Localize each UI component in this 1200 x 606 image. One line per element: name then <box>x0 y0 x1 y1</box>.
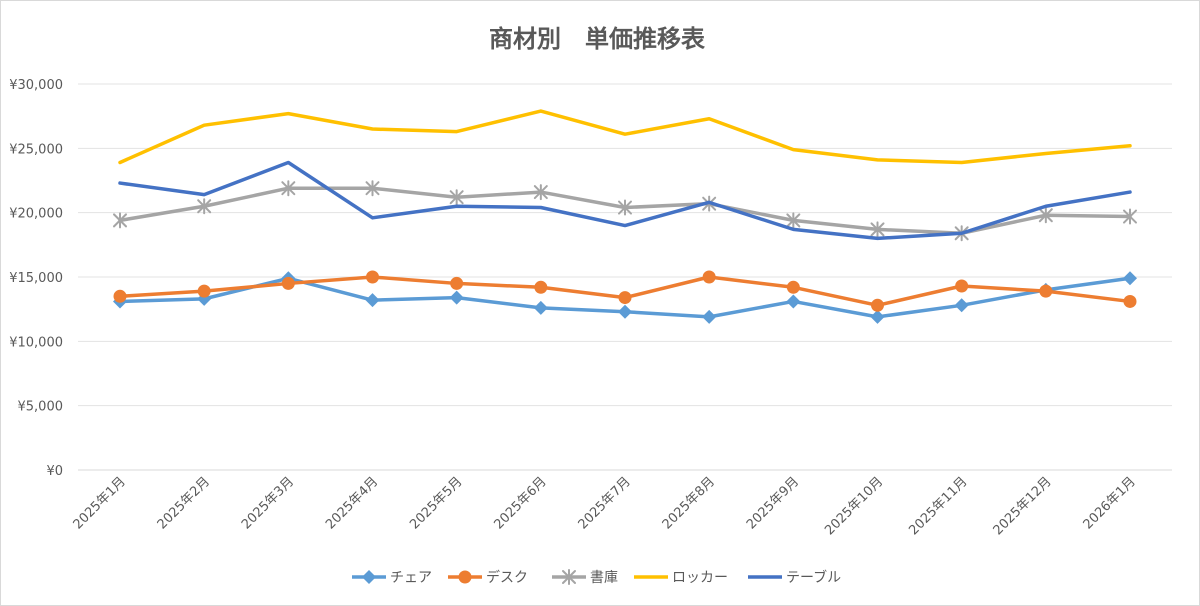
x-tick-label: 2026年1月 <box>1081 474 1139 532</box>
series-2-point <box>113 212 127 229</box>
y-tick-label: ¥20,000 <box>9 207 63 222</box>
series-1-point <box>1123 294 1137 308</box>
x-tick-label: 2025年9月 <box>744 474 802 532</box>
series-0-point <box>618 304 632 319</box>
series-2-group <box>113 180 1137 242</box>
series-1-point <box>281 276 295 290</box>
legend-label: ロッカー <box>672 570 728 586</box>
series-1-group <box>113 270 1137 312</box>
series-1-point <box>534 280 548 294</box>
legend-label: 書庫 <box>590 569 618 586</box>
gridlines <box>78 83 1172 471</box>
series-2-point <box>618 199 632 216</box>
series-1-point <box>366 270 379 284</box>
series-1-point <box>113 289 127 303</box>
chart-title: 商材別 単価推移表 <box>489 25 706 53</box>
series-0-point <box>702 309 717 324</box>
x-tick-label: 2025年6月 <box>491 474 549 532</box>
legend: チェア デスク 書庫 ロッカー テーブル <box>352 569 841 586</box>
x-tick-label: 2025年10月 <box>822 474 886 538</box>
series-2-point <box>197 198 212 215</box>
series-1-point <box>702 270 716 284</box>
series-0-point <box>1123 271 1137 286</box>
y-tick-label: ¥25,000 <box>9 142 63 157</box>
legend-label: デスク <box>486 569 528 586</box>
series-2-point <box>1123 208 1137 225</box>
series-1-point <box>618 291 632 305</box>
series-3-line <box>118 109 1132 165</box>
series-0-point <box>870 309 885 324</box>
legend-label: チェア <box>390 570 432 586</box>
series-2-point <box>1038 207 1053 224</box>
legend-marker <box>562 569 576 585</box>
x-tick-label: 2025年12月 <box>991 474 1055 538</box>
series-0-point <box>954 298 969 313</box>
series-0-point <box>365 293 380 308</box>
legend-item: テーブル <box>748 569 841 586</box>
series-2-point <box>533 184 548 201</box>
x-tick-label: 2025年8月 <box>660 474 718 532</box>
series-1-point <box>955 279 969 293</box>
x-tick-label: 2025年5月 <box>407 474 465 532</box>
legend-label: テーブル <box>786 569 841 586</box>
x-tick-label: 2025年4月 <box>323 474 381 532</box>
legend-item: デスク <box>448 569 528 586</box>
series-2-point <box>449 189 464 206</box>
legend-marker <box>458 570 472 584</box>
x-tick-label: 2025年11月 <box>906 474 970 538</box>
series-1-point <box>450 276 464 290</box>
series-2-point <box>281 180 296 197</box>
series-1-point <box>786 280 800 294</box>
series-0-point <box>786 294 801 309</box>
x-axis-ticks: 2025年1月 2025年2月 2025年3月 2025年4月 2025年5月 2025年… <box>71 474 1139 538</box>
y-tick-label: ¥15,000 <box>9 271 63 286</box>
series-3-group <box>118 109 1132 165</box>
x-tick-label: 2025年3月 <box>239 474 297 532</box>
x-tick-label: 2025年7月 <box>576 474 634 532</box>
legend-item: チェア <box>352 570 432 586</box>
y-tick-label: ¥0 <box>46 464 63 479</box>
series-2-point <box>870 221 885 238</box>
y-tick-label: ¥10,000 <box>9 335 63 350</box>
legend-item: 書庫 <box>552 569 618 586</box>
y-axis-ticks: ¥0 ¥5,000 ¥10,000 ¥15,000 ¥20,000 ¥25,000 ¥30,… <box>9 78 63 479</box>
legend-marker <box>362 570 376 584</box>
y-tick-label: ¥30,000 <box>9 78 63 93</box>
series-1-point <box>197 284 211 298</box>
series-2-point <box>786 212 801 229</box>
series-0-point <box>533 300 548 315</box>
series-4-line <box>118 160 1132 241</box>
series-2-point <box>365 180 380 197</box>
series-0-point <box>449 290 464 305</box>
series-1-point <box>1039 284 1053 298</box>
x-tick-label: 2025年2月 <box>155 474 213 532</box>
legend-item: ロッカー <box>634 570 728 586</box>
y-tick-label: ¥5,000 <box>18 400 64 415</box>
series-1-point <box>871 298 884 312</box>
x-tick-label: 2025年1月 <box>71 474 129 532</box>
series-4-group <box>118 160 1132 241</box>
series-lines <box>113 109 1137 324</box>
